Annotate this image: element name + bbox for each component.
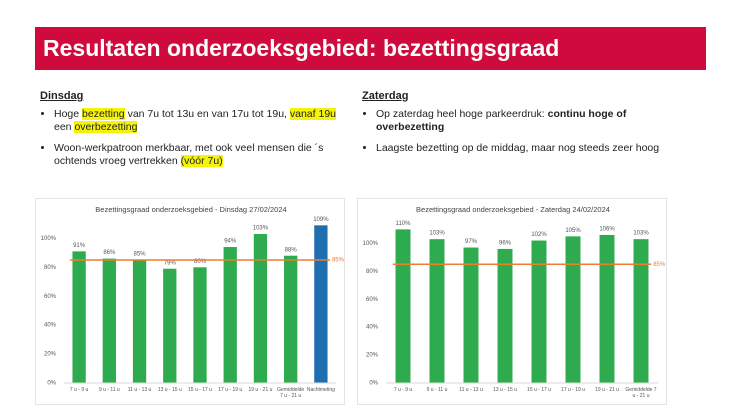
text: een <box>54 121 75 133</box>
x-tick-label: 17 u - 19 u <box>218 387 243 393</box>
bar <box>72 251 86 383</box>
column-heading: Dinsdag <box>40 90 84 102</box>
x-tick-label: 13 u - 15 u <box>493 387 517 393</box>
value-label: 85% <box>134 252 147 258</box>
bold-text: continu hoge of overbezetting <box>376 108 627 133</box>
chart-svg: Bezettingsgraad onderzoeksgebied - Zater… <box>363 205 666 387</box>
highlight: vanaf 19u <box>289 108 336 120</box>
value-label: 91% <box>73 243 86 249</box>
x-tick-label: 9 u - 11 u <box>426 387 448 393</box>
bar <box>223 247 237 383</box>
bar <box>193 267 207 383</box>
column-heading: Zaterdag <box>362 90 409 102</box>
value-label: 86% <box>103 250 116 256</box>
x-tick-label: Gemiddelde 7 u - 21 u <box>625 387 657 399</box>
column: Zaterdag Op zaterdag heel hoge parkeerdr… <box>362 90 662 163</box>
value-label: 106% <box>599 227 615 233</box>
reference-label: 85% <box>332 258 345 264</box>
x-tick-label: 15 u - 17 u <box>527 387 551 393</box>
bar <box>314 225 328 383</box>
y-tick-label: 0% <box>47 381 56 387</box>
value-label: 79% <box>164 260 177 266</box>
bar <box>284 255 298 383</box>
column: Dinsdag Hoge bezetting van 7u tot 13u en… <box>40 90 340 176</box>
bullet-list: Op zaterdag heel hoge parkeerdruk: conti… <box>362 108 662 155</box>
bar <box>429 239 445 383</box>
value-label: 94% <box>224 239 237 245</box>
value-label: 103% <box>633 231 649 237</box>
text: Laagste bezetting op de middag, maar nog… <box>376 142 660 154</box>
text: Hoge <box>54 108 83 120</box>
highlight: overbezetting <box>74 121 138 133</box>
chart-title: Bezettingsgraad onderzoeksgebied - Zater… <box>416 205 610 214</box>
bar <box>497 248 513 383</box>
slide-title: Resultaten onderzoeksgebied: bezettingsg… <box>43 35 560 61</box>
x-tick-label: 11 u - 13 u <box>459 387 483 393</box>
bullet: Hoge bezetting van 7u tot 13u en van 17u… <box>54 108 340 134</box>
value-label: 102% <box>531 232 547 238</box>
x-tick-label: 19 u - 21 u <box>248 387 273 393</box>
bar <box>633 239 649 383</box>
y-tick-label: 80% <box>44 265 57 271</box>
value-label: 88% <box>285 247 298 253</box>
y-tick-label: 0% <box>369 381 378 387</box>
value-label: 105% <box>565 228 581 234</box>
value-label: 97% <box>465 239 478 245</box>
bar <box>531 240 547 383</box>
bar <box>463 247 479 383</box>
bar <box>253 234 268 383</box>
y-tick-label: 100% <box>363 241 379 247</box>
text: van 7u tot 13u en van 17u tot 19u, <box>124 108 290 120</box>
x-tick-label: 13 u - 15 u <box>157 387 182 393</box>
x-tick-label: 17 u - 19 u <box>561 387 585 393</box>
x-tick-label: 19 u - 21 u <box>595 387 619 393</box>
chart-title: Bezettingsgraad onderzoeksgebied - Dinsd… <box>95 205 286 214</box>
chart: Bezettingsgraad onderzoeksgebied - Dinsd… <box>35 198 345 405</box>
x-tick-label: 9 u - 11 u <box>98 387 120 393</box>
value-label: 96% <box>499 241 512 247</box>
bullet: Laagste bezetting op de middag, maar nog… <box>376 142 662 155</box>
chart-svg: Bezettingsgraad onderzoeksgebied - Dinsd… <box>41 205 345 387</box>
reference-label: 85% <box>653 262 666 268</box>
bar <box>395 229 411 383</box>
value-label: 103% <box>253 226 269 232</box>
x-tick-label: Nachtmeting <box>306 387 335 393</box>
highlight: bezetting <box>82 108 125 120</box>
highlight: (vóór 7u) <box>180 155 223 167</box>
chart: Bezettingsgraad onderzoeksgebied - Zater… <box>357 198 667 405</box>
bar <box>565 236 581 383</box>
x-tick-label: 11 u - 13 u <box>127 387 152 393</box>
banner: Resultaten onderzoeksgebied: bezettingsg… <box>35 27 706 70</box>
value-label: 110% <box>396 221 412 227</box>
x-tick-label: 7 u - 9 u <box>393 387 413 393</box>
y-tick-label: 60% <box>366 297 379 303</box>
value-label: 109% <box>313 217 329 223</box>
text: Op zaterdag heel hoge parkeerdruk: <box>376 108 548 120</box>
bullet-list: Hoge bezetting van 7u tot 13u en van 17u… <box>40 108 340 168</box>
y-tick-label: 100% <box>41 236 57 242</box>
y-tick-label: 40% <box>366 325 379 331</box>
bullet: Woon-werkpatroon merkbaar, met ook veel … <box>54 142 340 168</box>
value-label: 103% <box>429 231 445 237</box>
bar <box>163 268 177 383</box>
bar <box>132 260 147 383</box>
x-tick-label: Gemiddelde 7 u - 21 u <box>277 387 305 399</box>
y-tick-label: 60% <box>44 294 57 300</box>
x-tick-label: 15 u - 17 u <box>188 387 212 393</box>
value-label: 80% <box>194 259 207 265</box>
text: Woon-werkpatroon merkbaar, met ook veel … <box>54 142 324 167</box>
bullet: Op zaterdag heel hoge parkeerdruk: conti… <box>376 108 662 134</box>
bar <box>102 258 116 383</box>
bar <box>599 234 615 383</box>
y-tick-label: 80% <box>366 269 379 275</box>
y-tick-label: 40% <box>44 323 57 329</box>
y-tick-label: 20% <box>366 353 379 359</box>
y-tick-label: 20% <box>44 352 57 358</box>
x-tick-label: 7 u - 9 u <box>69 387 89 393</box>
